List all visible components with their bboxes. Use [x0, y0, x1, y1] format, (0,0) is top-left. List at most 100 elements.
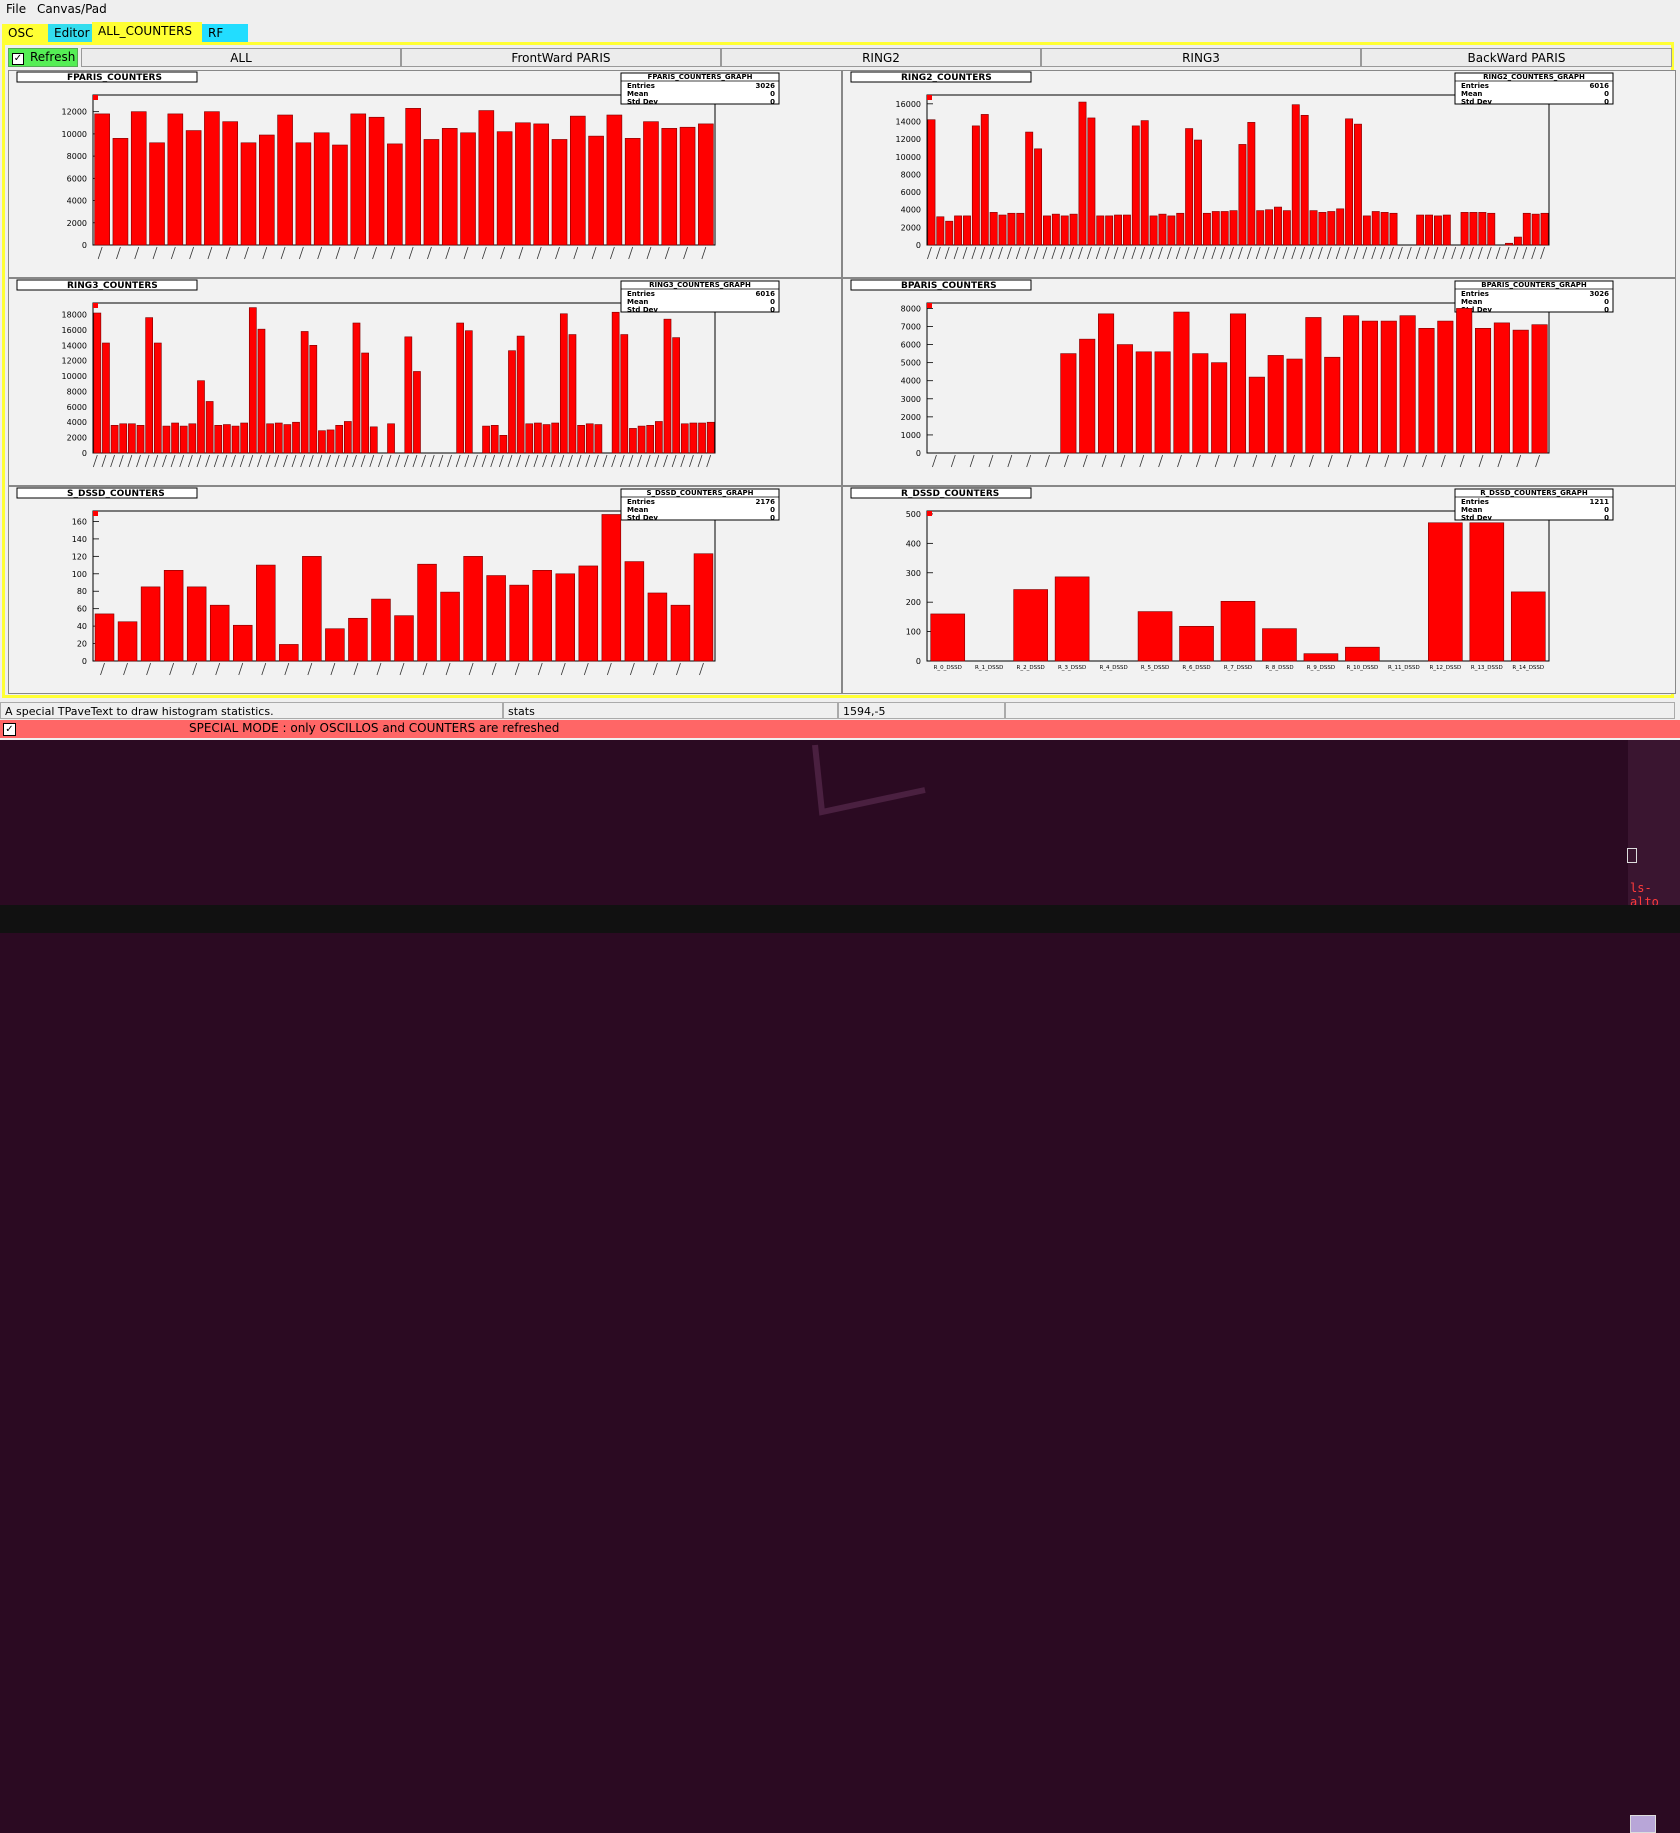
bar: [1173, 311, 1190, 454]
x-tick-label: R_3_DSSD: [1058, 665, 1086, 671]
histogram-canvas[interactable]: FPARIS_COUNTERS FPARIS_COUNTERS_GRAPH Entr…: [8, 70, 1676, 694]
y-tick-label: 5000: [901, 359, 921, 368]
x-tick-mark: [689, 454, 694, 468]
stats-value: 6016: [756, 290, 776, 298]
bar: [1176, 212, 1185, 246]
bar: [214, 425, 223, 454]
x-tick-mark: [663, 454, 668, 468]
x-tick-mark: [989, 246, 995, 260]
stats-box: [1454, 72, 1614, 105]
bar: [486, 575, 506, 662]
x-tick-mark: [1460, 246, 1465, 260]
x-tick-mark: [170, 454, 176, 468]
canvas-tab-backward-paris[interactable]: BackWard PARIS: [1361, 48, 1672, 67]
x-tick-mark: [378, 454, 383, 468]
x-tick-mark: [1318, 246, 1323, 260]
bar: [128, 423, 136, 454]
bar: [1324, 356, 1341, 454]
bar: [1291, 104, 1300, 246]
bar: [460, 132, 476, 246]
x-tick-mark: [1158, 246, 1163, 260]
bar: [1078, 101, 1087, 246]
bar: [258, 134, 275, 246]
bar: [661, 128, 678, 246]
histogram-title: S_DSSD_COUNTERS: [67, 489, 165, 499]
y-tick-label: 4000: [901, 377, 921, 386]
x-tick-mark: [239, 454, 245, 468]
stats-box: [1454, 488, 1614, 521]
stats-value: 0: [770, 306, 775, 314]
bar: [463, 556, 483, 662]
stats-label: Std Dev: [627, 98, 658, 106]
bar: [611, 311, 620, 454]
bar: [1380, 212, 1389, 246]
canvas-tab-all[interactable]: ALL: [81, 48, 401, 67]
tab-all-counters[interactable]: ALL_COUNTERS: [92, 22, 202, 42]
bar: [551, 139, 568, 246]
bar: [954, 215, 963, 246]
bar: [197, 380, 205, 454]
bar: [1034, 148, 1043, 246]
canvas-tab-ring3[interactable]: RING3: [1041, 48, 1361, 67]
x-tick-mark: [118, 454, 124, 468]
stats-label: Mean: [627, 506, 648, 514]
x-tick-mark: [1415, 246, 1421, 260]
pad-s-dssd[interactable]: S_DSSD_COUNTERS S_DSSD_COUNTERS_GRAPH Entr…: [8, 486, 842, 694]
canvas-tab-frontward-paris[interactable]: FrontWard PARIS: [401, 48, 721, 67]
x-tick-mark: [1033, 246, 1039, 260]
bar: [130, 111, 147, 246]
x-tick-mark: [1403, 454, 1409, 468]
stats-value: 1211: [1590, 498, 1610, 506]
bar: [670, 604, 691, 662]
menu-canvas-pad[interactable]: Canvas/Pad: [37, 2, 107, 16]
x-tick-mark: [491, 662, 497, 676]
canvas-tab-ring2[interactable]: RING2: [721, 48, 1041, 67]
x-tick-mark: [1063, 454, 1069, 468]
pad-bparis[interactable]: BPARIS_COUNTERS BPARIS_COUNTERS_GRAPH Entr…: [842, 278, 1676, 486]
x-tick-mark: [205, 454, 211, 468]
bar: [1513, 236, 1522, 246]
refresh-checkbox[interactable]: ✓ Refresh: [8, 48, 78, 67]
bar: [1079, 338, 1096, 454]
bar: [1487, 212, 1496, 246]
stats-label: Mean: [627, 298, 648, 306]
stats-label: Std Dev: [1461, 306, 1492, 314]
x-tick-mark: [372, 246, 377, 260]
x-tick-mark: [1140, 246, 1146, 260]
bar: [295, 142, 312, 246]
window-icon[interactable]: [1630, 1815, 1656, 1833]
pad-ring3[interactable]: RING3_COUNTERS RING3_COUNTERS_GRAPH Entrie…: [8, 278, 842, 486]
bar: [568, 334, 577, 454]
pad-r-dssd[interactable]: R_DSSD_COUNTERS R_DSSD_COUNTERS_GRAPH Entr…: [842, 486, 1676, 694]
pad-fparis[interactable]: FPARIS_COUNTERS FPARIS_COUNTERS_GRAPH Entr…: [8, 70, 842, 278]
bar: [332, 144, 348, 246]
bar: [348, 617, 368, 662]
x-tick-mark: [542, 454, 547, 468]
bar: [624, 138, 641, 246]
x-tick-mark: [353, 246, 359, 260]
tab-rf[interactable]: RF: [202, 24, 248, 42]
pad-ring2[interactable]: RING2_COUNTERS RING2_COUNTERS_GRAPH Entrie…: [842, 70, 1676, 278]
bar: [119, 423, 128, 454]
x-tick-mark: [438, 454, 444, 468]
bar: [1475, 328, 1492, 454]
x-tick-mark: [146, 662, 151, 676]
tab-editor[interactable]: Editor: [48, 24, 102, 42]
x-tick-label: R_8_DSSD: [1265, 665, 1293, 671]
menu-file[interactable]: File: [6, 2, 27, 16]
bar: [1135, 351, 1152, 454]
main-tab-bar: OSC Editor ALL_COUNTERS RF: [0, 22, 1680, 42]
x-tick-mark: [602, 454, 608, 468]
x-tick-mark: [231, 454, 236, 468]
x-tick-mark: [1422, 454, 1427, 468]
bar: [555, 573, 576, 662]
tab-osc[interactable]: OSC: [2, 24, 48, 42]
bar: [1051, 213, 1060, 246]
bar: [637, 425, 646, 454]
stats-label: Mean: [1461, 90, 1482, 98]
x-tick-mark: [585, 454, 591, 468]
x-tick-mark: [307, 662, 313, 676]
x-tick-label: R_7_DSSD: [1224, 665, 1252, 671]
x-tick-mark: [330, 662, 336, 676]
special-mode-checkbox[interactable]: ✓: [3, 723, 16, 736]
